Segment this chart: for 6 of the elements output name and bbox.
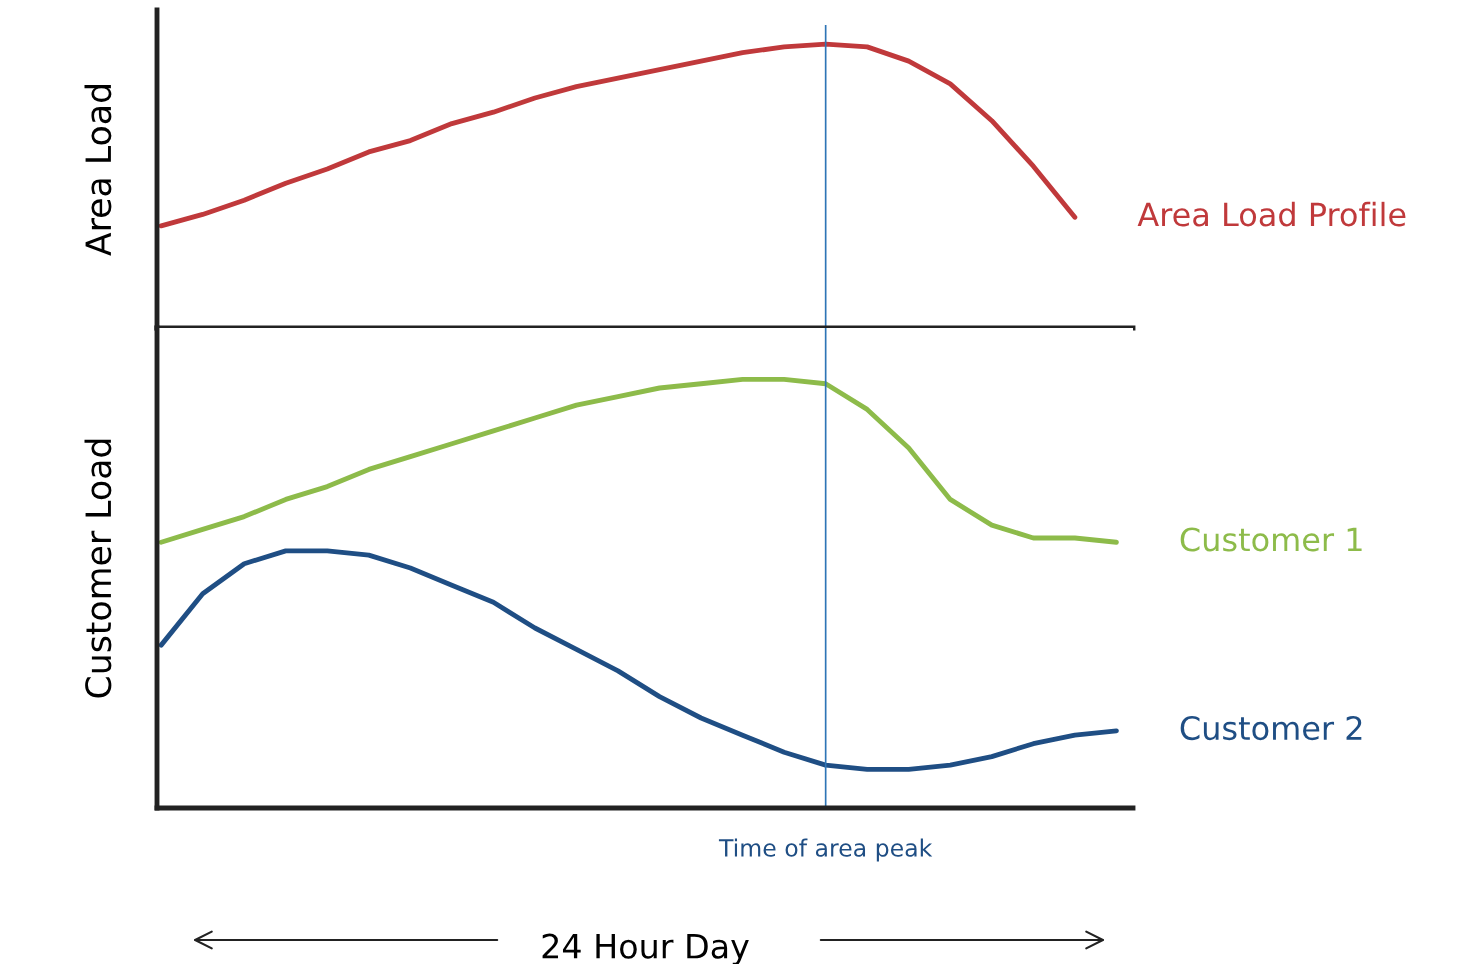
series-label: Area Load Profile <box>1137 201 1406 227</box>
y-axis-title: Customer Load <box>84 439 112 698</box>
text: Customer 2 <box>1180 715 1362 741</box>
text: Time of area peak <box>718 838 933 862</box>
text: Customer 1 <box>1180 527 1362 552</box>
y-axis-title: Area Load <box>84 85 112 256</box>
